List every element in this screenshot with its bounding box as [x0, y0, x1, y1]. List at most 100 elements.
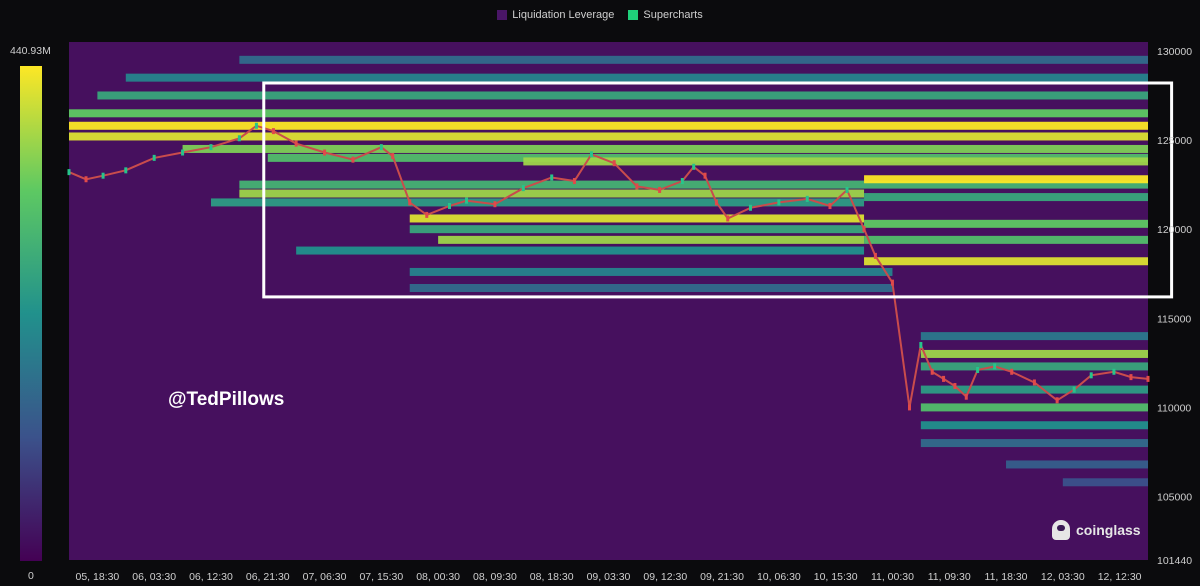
price-candle — [1032, 379, 1036, 386]
liquidation-band — [409, 214, 865, 223]
price-candle — [209, 144, 213, 151]
price-candle — [572, 178, 576, 185]
colorbar — [20, 66, 42, 561]
price-candle — [589, 151, 593, 158]
price-candle — [67, 169, 71, 176]
price-candle — [1112, 368, 1116, 375]
price-candle — [1010, 368, 1014, 375]
x-tick-label: 06, 12:30 — [189, 571, 233, 583]
liquidation-band — [409, 283, 893, 292]
price-candle — [181, 149, 185, 156]
x-tick-label: 10, 15:30 — [814, 571, 858, 583]
price-candle — [351, 156, 355, 163]
liquidation-band — [920, 421, 1148, 430]
price-candle — [84, 176, 88, 183]
liquidation-band — [920, 385, 1148, 394]
x-tick-label: 11, 18:30 — [985, 571, 1028, 583]
price-candle — [845, 186, 849, 193]
liquidation-band — [864, 193, 1148, 202]
liquidation-band — [239, 180, 1149, 189]
price-candle — [425, 211, 429, 218]
price-candle — [254, 122, 258, 129]
y-tick-label: 115000 — [1157, 313, 1191, 325]
price-line — [68, 124, 1149, 408]
price-candle — [294, 140, 298, 147]
x-tick-label: 07, 15:30 — [359, 571, 403, 583]
liquidation-band — [1006, 460, 1148, 469]
price-candle — [152, 154, 156, 161]
liquidation-band — [523, 157, 1148, 166]
chart-legend: Liquidation Leverage Supercharts — [0, 9, 1200, 21]
price-candle — [1072, 386, 1076, 393]
liquidation-band — [69, 132, 1148, 141]
price-candle — [124, 167, 128, 174]
x-tick-label: 06, 21:30 — [246, 571, 290, 583]
price-candle — [907, 404, 911, 411]
price-candle — [521, 185, 525, 192]
x-tick-label: 12, 03:30 — [1041, 571, 1085, 583]
liquidation-band — [296, 246, 865, 255]
liquidation-band — [69, 109, 1148, 118]
liquidation-band — [182, 144, 1148, 153]
legend-item-liquidation-leverage[interactable]: Liquidation Leverage — [497, 9, 614, 21]
price-candle — [550, 174, 554, 181]
price-candle — [976, 366, 980, 373]
x-tick-label: 07, 06:30 — [303, 571, 347, 583]
price-candle — [703, 172, 707, 179]
colorbar-min-label: 0 — [28, 570, 34, 582]
price-candle — [692, 163, 696, 170]
price-candle — [777, 199, 781, 206]
price-candle — [993, 363, 997, 370]
x-tick-label: 10, 06:30 — [757, 571, 801, 583]
price-candle — [391, 153, 395, 160]
liquidation-band — [864, 257, 1148, 266]
price-candle — [379, 144, 383, 151]
colorbar-max-label: 440.93M — [10, 45, 51, 57]
price-candle — [680, 178, 684, 185]
x-tick-label: 09, 12:30 — [643, 571, 687, 583]
liquidation-band — [210, 198, 865, 207]
price-candle — [873, 252, 877, 259]
price-candle — [930, 368, 934, 375]
x-tick-label: 12, 12:30 — [1098, 571, 1142, 583]
price-candle — [408, 199, 412, 206]
x-tick-label: 11, 00:30 — [871, 571, 914, 583]
x-tick-label: 06, 03:30 — [132, 571, 176, 583]
y-tick-label: 105000 — [1157, 492, 1192, 504]
liquidation-band — [239, 55, 1149, 64]
price-candle — [635, 183, 639, 190]
y-tick-label: 110000 — [1157, 402, 1191, 414]
x-tick-label: 08, 00:30 — [416, 571, 460, 583]
y-tick-label: 125000 — [1157, 135, 1192, 147]
legend-item-supercharts[interactable]: Supercharts — [628, 9, 703, 21]
price-candle — [726, 215, 730, 222]
price-candle — [237, 135, 241, 142]
liquidation-band — [125, 73, 1148, 82]
price-candle — [1089, 372, 1093, 379]
liquidation-band — [69, 121, 1148, 130]
plot-background — [69, 42, 1148, 560]
coinglass-brand: coinglass — [1052, 520, 1141, 540]
legend-swatch-liquidation — [497, 10, 508, 20]
y-tick-label: 101440 — [1157, 555, 1192, 567]
liquidation-band — [409, 267, 893, 276]
x-tick-label: 11, 09:30 — [928, 571, 971, 583]
author-watermark: @TedPillows — [168, 389, 285, 410]
price-candle — [953, 383, 957, 390]
price-candle — [465, 197, 469, 204]
liquidation-band — [97, 91, 1148, 100]
legend-label-liquidation: Liquidation Leverage — [512, 9, 615, 21]
legend-swatch-supercharts — [628, 10, 639, 20]
x-tick-label: 09, 21:30 — [700, 571, 744, 583]
coinglass-logo-icon — [1052, 520, 1070, 540]
x-tick-label: 05, 18:30 — [75, 571, 119, 583]
x-tick-label: 08, 09:30 — [473, 571, 517, 583]
price-candle — [612, 160, 616, 167]
price-candle — [271, 128, 275, 135]
price-candle — [714, 199, 718, 206]
liquidation-band — [864, 235, 1148, 244]
price-candle — [942, 375, 946, 382]
price-candle — [1055, 397, 1059, 404]
x-tick-label: 09, 03:30 — [587, 571, 631, 583]
